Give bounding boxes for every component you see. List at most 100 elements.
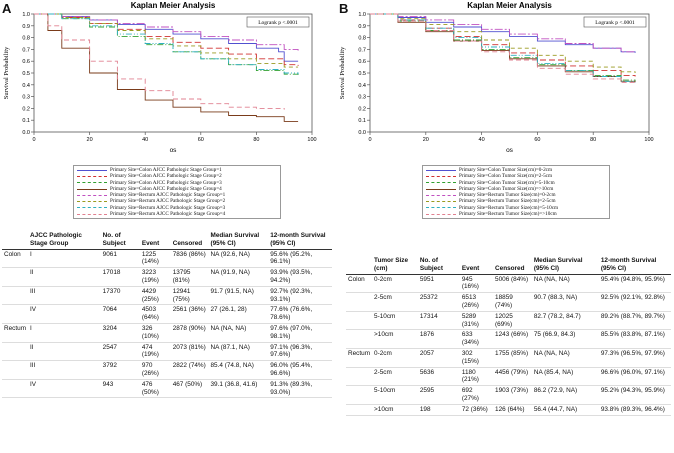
table-header: Censored xyxy=(170,231,209,250)
table-cell xyxy=(346,367,373,387)
table-cell: 17314 xyxy=(417,311,460,331)
table-cell: 96.6% (96.0%, 97.1%) xyxy=(598,367,671,387)
legend-swatch xyxy=(77,207,107,209)
table-cell: 97.6% (97.0%, 98.1%) xyxy=(268,323,332,343)
table-cell: 5289 (31%) xyxy=(459,311,494,331)
table-cell: 467 (50%) xyxy=(170,379,209,399)
y-tick-label: 0.7 xyxy=(22,47,30,53)
y-tick-label: 1.0 xyxy=(22,12,30,18)
table-row: IV 943 476 (50%) 467 (50%) 39.1 (36.8, 41.6)… xyxy=(2,379,332,399)
table-cell: 0-2cm xyxy=(372,348,418,368)
table-row: 2-5cm 25372 6513 (26%) 18859 (74%) 90.7 (88.… xyxy=(346,292,671,312)
legend-item: Primary Site=Colon AJCC Pathologic Stage… xyxy=(77,180,277,186)
table-cell: 945 (16%) xyxy=(459,274,494,294)
table-cell: II xyxy=(28,267,101,287)
table-cell: 3223 (19%) xyxy=(139,267,171,287)
table-cell: 7836 (86%) xyxy=(170,249,209,269)
table-cell: 302 (15%) xyxy=(459,348,494,368)
table-cell: 39.1 (36.8, 41.6) xyxy=(208,379,269,399)
km-series-line-2 xyxy=(34,13,299,66)
panel-a: A Kaplan Meier Analysis 0 20 40 60 80 100 0.0 0.… xyxy=(2,1,332,399)
legend-item: Primary Site=Rectum AJCC Pathologic Stag… xyxy=(77,198,277,204)
table-cell: 95.6% (95.2%, 96.1%) xyxy=(268,249,332,269)
table-cell: 85.5% (83.8%, 87.1%) xyxy=(598,329,671,349)
table-cell: I xyxy=(28,249,101,269)
table-cell: 2822 (74%) xyxy=(170,360,209,380)
table-cell: 27 (26.1, 28) xyxy=(208,304,269,324)
table-header: Censored xyxy=(493,256,532,275)
y-tick-label: 0.3 xyxy=(22,95,30,101)
table-cell: 4503 (64%) xyxy=(139,304,171,324)
y-tick-label: 0.1 xyxy=(22,118,30,124)
table-cell: 2057 xyxy=(417,348,460,368)
table-cell: 474 (19%) xyxy=(139,342,171,362)
table-row: III 17370 4429 (25%) 12941 (75%) 91.7 (91.5,… xyxy=(2,286,332,306)
table-cell: II xyxy=(28,342,101,362)
legend-item: Primary Site=Colon AJCC Pathologic Stage… xyxy=(77,173,277,179)
table-cell: 1876 xyxy=(417,329,460,349)
legend-b: Primary Site=Colon Tumor Size(cm)=0-2cm P… xyxy=(422,165,610,220)
legend-item: Primary Site=Rectum Tumor Size(cm)=5-10c… xyxy=(426,205,606,211)
table-cell: 96.0% (95.4%, 96.6%) xyxy=(268,360,332,380)
table-cell xyxy=(346,329,373,349)
table-cell xyxy=(2,286,29,306)
y-tick-label: 0.5 xyxy=(22,71,30,77)
legend-swatch xyxy=(77,175,107,177)
legend-label: Primary Site=Colon Tumor Size(cm)=5-10cm xyxy=(459,179,555,186)
y-tick-label: 0.8 xyxy=(22,36,30,42)
table-row: Rectum 0-2cm 2057 302 (15%) 1755 (85%) NA (NA… xyxy=(346,348,671,368)
table-cell: 72 (36%) xyxy=(459,404,494,416)
legend-label: Primary Site=Rectum Tumor Size(cm)=0-2cm xyxy=(459,192,556,199)
table-cell: IV xyxy=(28,304,101,324)
table-cell: 5951 xyxy=(417,274,460,294)
table-cell: 2595 xyxy=(417,385,460,405)
table-cell: 12025 (69%) xyxy=(493,311,532,331)
table-header: Tumor Size (cm) xyxy=(372,256,418,275)
legend-item: Primary Site=Colon Tumor Size(cm)=>10cm xyxy=(426,186,606,192)
table-cell xyxy=(2,304,29,324)
x-tick-label: 80 xyxy=(253,137,259,143)
table-cell: NA (NA, NA) xyxy=(531,274,599,294)
legend-label: Primary Site=Rectum AJCC Pathologic Stag… xyxy=(110,204,226,211)
legend-swatch xyxy=(77,194,107,196)
legend-item: Primary Site=Rectum Tumor Size(cm)=>10cm xyxy=(426,211,606,217)
table-cell: 85.4 (74.8, NA) xyxy=(208,360,269,380)
table-header: Event xyxy=(139,231,171,250)
table-cell: NA (92.6, NA) xyxy=(208,249,269,269)
legend-swatch xyxy=(426,213,456,215)
table-cell: 2547 xyxy=(100,342,140,362)
table-header: No. of Subject xyxy=(100,231,140,250)
table-cell: 5-10cm xyxy=(372,311,418,331)
legend-label: Primary Site=Colon AJCC Pathologic Stage… xyxy=(110,179,222,186)
y-tick-label: 0.2 xyxy=(22,106,30,112)
table-cell: 75 (66.9, 84.3) xyxy=(531,329,599,349)
y-tick-label: 0.5 xyxy=(358,71,366,77)
table-cell: 7064 xyxy=(100,304,140,324)
table-cell: 692 (27%) xyxy=(459,385,494,405)
table-cell: NA (NA, NA) xyxy=(208,323,269,343)
table-cell: 13795 (81%) xyxy=(170,267,209,287)
table-cell: 326 (10%) xyxy=(139,323,171,343)
table-cell: 93.8% (89.3%, 96.4%) xyxy=(598,404,671,416)
table-cell: 97.1% (96.3%, 97.6%) xyxy=(268,342,332,362)
table-row: II 17018 3223 (19%) 13795 (81%) NA (91.9, NA… xyxy=(2,267,332,287)
table-cell: IV xyxy=(28,379,101,399)
table-cell: 198 xyxy=(417,404,460,416)
table-row: III 3792 970 (26%) 2822 (74%) 85.4 (74.8, NA… xyxy=(2,360,332,380)
x-tick-label: 0 xyxy=(32,137,35,143)
legend-item: Primary Site=Colon Tumor Size(cm)=5-10cm xyxy=(426,180,606,186)
table-row: 2-5cm 5636 1180 (21%) 4456 (79%) NA (85.4, N… xyxy=(346,367,671,387)
results-table-a: AJCC Pathologic Stage Group No. of Subjec… xyxy=(2,231,332,399)
table-row: Colon 0-2cm 5951 945 (16%) 5006 (84%) NA (NA,… xyxy=(346,274,671,294)
table-cell: 126 (64%) xyxy=(493,404,532,416)
table-header: Event xyxy=(459,256,494,275)
results-table-b: Tumor Size (cm) No. of Subject Event Censor… xyxy=(346,256,671,416)
table-cell: 6513 (26%) xyxy=(459,292,494,312)
table-cell: 2-5cm xyxy=(372,367,418,387)
table-cell: I xyxy=(28,323,101,343)
table-cell: NA (91.9, NA) xyxy=(208,267,269,287)
table-cell: III xyxy=(28,286,101,306)
legend-swatch xyxy=(426,194,456,196)
table-cell: 5-10cm xyxy=(372,385,418,405)
table-row: II 2547 474 (19%) 2073 (81%) NA (87.1, NA) 97… xyxy=(2,342,332,362)
